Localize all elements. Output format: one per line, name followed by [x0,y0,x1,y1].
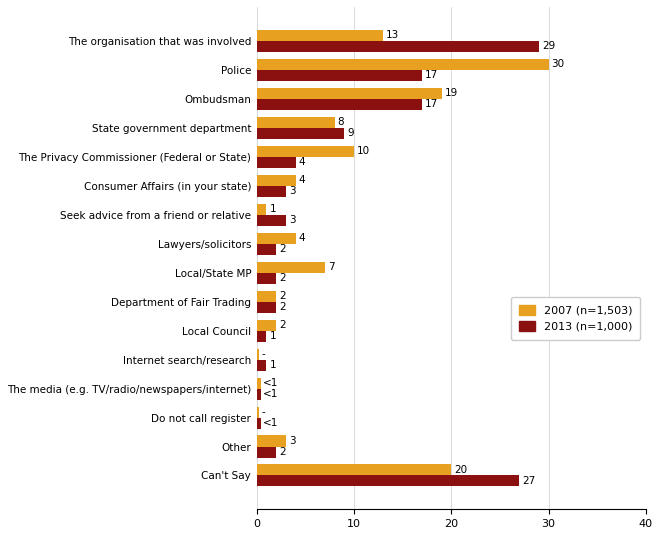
Text: <1: <1 [263,418,278,428]
Bar [257,70,422,81]
Bar [257,291,277,302]
Bar [257,99,422,110]
Bar [257,435,286,446]
Bar [257,175,296,185]
Text: -: - [261,349,265,359]
Text: 20: 20 [454,465,467,475]
Bar [257,59,548,70]
Text: 4: 4 [298,157,305,167]
Bar [257,146,354,157]
Bar [257,233,296,244]
Bar [257,475,519,487]
Text: 17: 17 [425,70,438,80]
Bar [257,41,539,52]
Text: 9: 9 [347,128,354,138]
Text: 29: 29 [542,41,555,51]
Text: 17: 17 [425,99,438,109]
Bar [257,302,277,312]
Text: 1: 1 [269,204,276,214]
Bar [257,465,451,475]
Bar [257,418,261,429]
Text: 27: 27 [523,476,536,486]
Text: 2: 2 [279,291,286,301]
Bar [257,185,286,197]
Text: 13: 13 [386,31,399,40]
Bar [257,331,267,341]
Text: 7: 7 [328,262,335,272]
Bar [257,446,277,458]
Bar [257,377,261,389]
Text: 2: 2 [279,447,286,457]
Text: 3: 3 [289,215,296,225]
Bar [257,157,296,168]
Bar [257,88,442,99]
Bar [257,204,267,215]
Text: -: - [261,407,265,417]
Text: 19: 19 [445,88,458,98]
Legend: 2007 (n=1,503), 2013 (n=1,000): 2007 (n=1,503), 2013 (n=1,000) [511,297,640,340]
Bar [257,319,277,331]
Text: 1: 1 [269,360,276,370]
Bar [257,262,325,273]
Bar [257,389,261,399]
Text: 4: 4 [298,175,305,185]
Bar [257,30,383,41]
Text: 3: 3 [289,186,296,196]
Bar [257,348,259,360]
Text: 8: 8 [337,117,344,127]
Text: 2: 2 [279,320,286,330]
Text: 2: 2 [279,302,286,312]
Bar [257,128,345,139]
Bar [257,406,259,418]
Text: 30: 30 [552,59,565,69]
Bar [257,360,267,370]
Text: 10: 10 [357,146,370,156]
Text: 2: 2 [279,244,286,254]
Bar [257,273,277,284]
Text: <1: <1 [263,389,278,399]
Text: <1: <1 [263,378,278,388]
Text: 2: 2 [279,273,286,283]
Bar [257,117,335,128]
Text: 3: 3 [289,436,296,446]
Text: 1: 1 [269,331,276,341]
Text: 4: 4 [298,233,305,243]
Bar [257,215,286,226]
Bar [257,244,277,255]
